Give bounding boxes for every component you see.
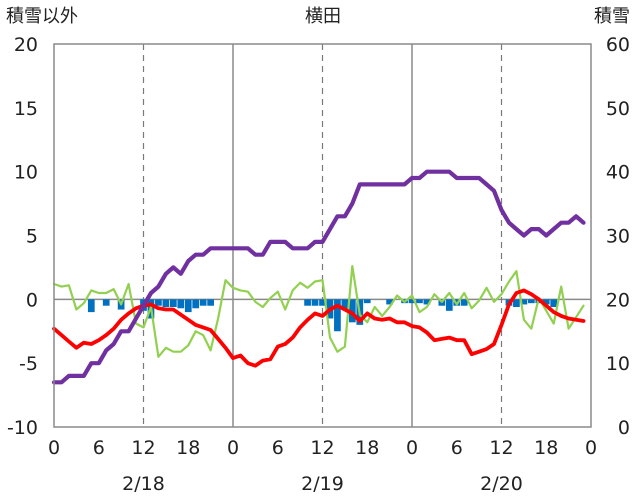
y-ticks-right: 60 50 40 30 20 10 0 [606, 34, 630, 439]
precip-bar [207, 299, 214, 306]
precip-bar [408, 299, 416, 304]
precip-bar [162, 299, 170, 307]
y-tick-label: -5 [19, 353, 38, 375]
precip-bar [155, 299, 162, 306]
precip-bar [199, 299, 207, 306]
y-tick-label: 20 [14, 34, 38, 56]
x-tick-label: 6 [451, 437, 463, 459]
precip-bar [334, 299, 341, 332]
x-tick-label: 0 [227, 437, 239, 459]
x-tick-label: 18 [355, 437, 379, 459]
x-tick-label: 0 [585, 437, 597, 459]
x-tick-label: 12 [310, 437, 334, 459]
date-label: 2/19 [301, 473, 344, 495]
date-label: 2/18 [122, 473, 165, 495]
precip-bar [348, 299, 356, 323]
left-axis-title: 積雪以外 [6, 6, 78, 27]
precip-bar [423, 299, 431, 305]
y2-tick-label: 20 [606, 289, 630, 311]
precip-bar [527, 299, 535, 304]
x-tick-label: 0 [48, 437, 60, 459]
precip-bar [460, 299, 468, 306]
x-tick-label: 6 [272, 437, 284, 459]
precip-bar [192, 299, 200, 309]
y2-tick-label: 10 [606, 353, 630, 375]
precip-bar [542, 299, 550, 305]
snow-depth-line [51, 169, 586, 385]
precip-bar [386, 299, 393, 305]
y-tick-label: 0 [26, 289, 38, 311]
series-lines [51, 169, 586, 385]
precip-bar [341, 299, 349, 310]
y-ticks-left: 20 15 10 5 0 -5 -10 [7, 34, 38, 439]
plot-frame [53, 43, 592, 428]
x-tick-label: 6 [93, 437, 105, 459]
y2-tick-label: 50 [606, 98, 630, 120]
y-tick-label: 5 [26, 226, 38, 248]
x-tick-label: 0 [406, 437, 418, 459]
x-tick-label: 12 [131, 437, 155, 459]
precip-bar [319, 299, 326, 306]
precip-bar [416, 299, 423, 304]
precip-bar [311, 299, 319, 306]
other-line-line [52, 265, 585, 358]
precip-bar [304, 299, 311, 306]
chart-title: 横田 [305, 6, 341, 27]
grid [54, 44, 591, 427]
x-ticks: 0 6 12 18 0 6 12 18 0 6 12 18 0 [48, 437, 597, 459]
precip-bar [513, 299, 520, 307]
y-tick-label: 15 [14, 98, 38, 120]
precip-bar [445, 299, 453, 311]
y2-tick-label: 40 [606, 162, 630, 184]
y2-tick-label: 30 [606, 226, 630, 248]
precip-bar [177, 299, 185, 309]
y-tick-label: -10 [7, 417, 38, 439]
precip-bar [169, 299, 177, 307]
precip-bar [363, 299, 371, 304]
x-tick-label: 12 [489, 437, 513, 459]
precip-bar [102, 299, 110, 306]
y-tick-label: 10 [14, 162, 38, 184]
date-label: 2/20 [480, 473, 523, 495]
precip-bar [550, 299, 558, 307]
y2-tick-label: 0 [618, 417, 630, 439]
precip-bar [520, 299, 528, 305]
temperature-line [52, 288, 586, 368]
x-tick-label: 18 [534, 437, 558, 459]
date-labels: 2/18 2/19 2/20 [122, 473, 523, 495]
x-tick-label: 18 [176, 437, 200, 459]
precip-bar [87, 299, 95, 313]
precip-bar [184, 299, 192, 313]
right-axis-title: 積雪 [594, 6, 630, 27]
y2-tick-label: 60 [606, 34, 630, 56]
